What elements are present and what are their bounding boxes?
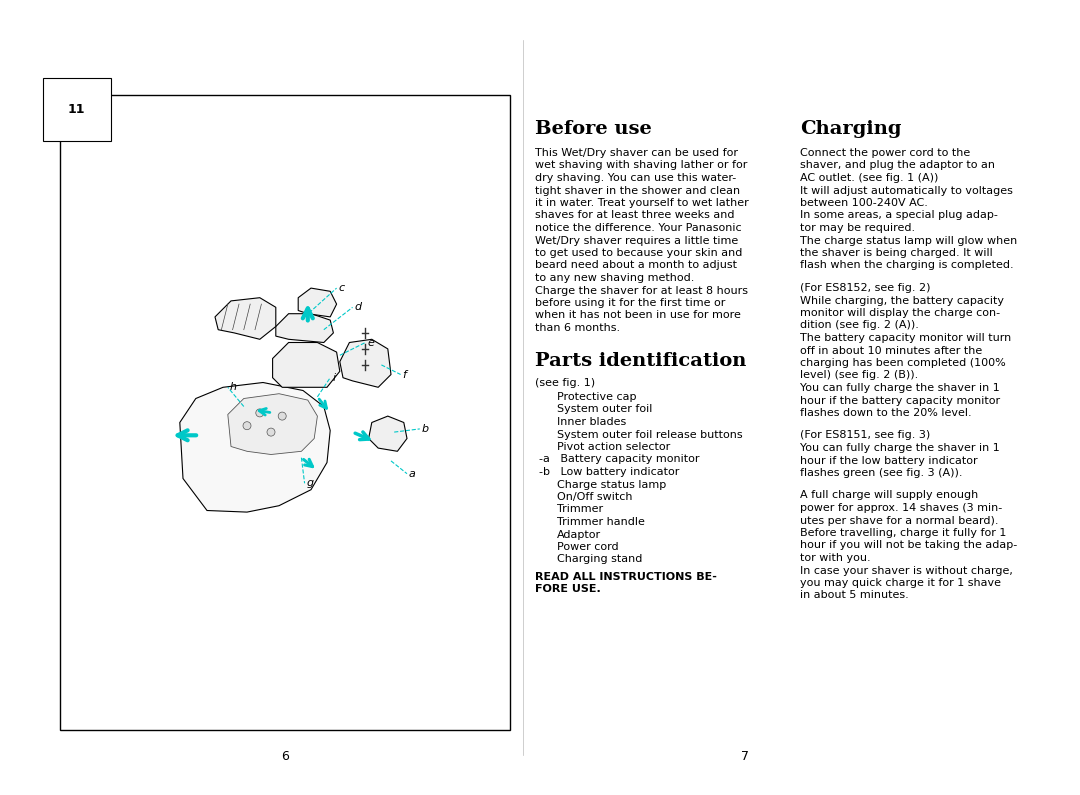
Text: AC outlet. (see fig. 1 (A)): AC outlet. (see fig. 1 (A)) (800, 173, 939, 183)
Text: While charging, the battery capacity: While charging, the battery capacity (800, 296, 1004, 305)
Text: 7: 7 (741, 750, 750, 763)
Polygon shape (228, 394, 318, 455)
Text: (For ES8152, see fig. 2): (For ES8152, see fig. 2) (800, 283, 931, 293)
Text: tight shaver in the shower and clean: tight shaver in the shower and clean (535, 185, 740, 196)
Text: to get used to because your skin and: to get used to because your skin and (535, 248, 742, 258)
Text: Charge the shaver for at least 8 hours: Charge the shaver for at least 8 hours (535, 285, 748, 296)
Text: This Wet/Dry shaver can be used for: This Wet/Dry shaver can be used for (535, 148, 738, 158)
Text: level) (see fig. 2 (B)).: level) (see fig. 2 (B)). (800, 370, 918, 381)
Text: flash when the charging is completed.: flash when the charging is completed. (800, 261, 1014, 270)
Text: h: h (230, 382, 237, 392)
Text: i: i (333, 373, 335, 382)
Polygon shape (298, 288, 337, 317)
Text: The battery capacity monitor will turn: The battery capacity monitor will turn (800, 333, 1011, 343)
Text: than 6 months.: than 6 months. (535, 323, 620, 333)
Text: Parts identification: Parts identification (535, 351, 746, 370)
Text: Trimmer: Trimmer (557, 505, 603, 514)
Polygon shape (215, 297, 275, 339)
Circle shape (243, 421, 251, 430)
Text: Trimmer handle: Trimmer handle (557, 517, 645, 527)
Polygon shape (368, 416, 407, 452)
Circle shape (256, 409, 264, 417)
Circle shape (279, 412, 286, 420)
Text: wet shaving with shaving lather or for: wet shaving with shaving lather or for (535, 161, 747, 170)
Text: System outer foil: System outer foil (557, 405, 652, 414)
Text: It will adjust automatically to voltages: It will adjust automatically to voltages (800, 185, 1013, 196)
Text: Inner blades: Inner blades (557, 417, 626, 427)
Text: notice the difference. Your Panasonic: notice the difference. Your Panasonic (535, 223, 742, 233)
Text: In case your shaver is without charge,: In case your shaver is without charge, (800, 565, 1013, 576)
Text: shaver, and plug the adaptor to an: shaver, and plug the adaptor to an (800, 161, 995, 170)
Text: Adaptor: Adaptor (557, 529, 602, 540)
Text: Pivot action selector: Pivot action selector (557, 442, 671, 452)
Text: off in about 10 minutes after the: off in about 10 minutes after the (800, 346, 982, 355)
Text: Power cord: Power cord (557, 542, 619, 552)
Text: dry shaving. You can use this water-: dry shaving. You can use this water- (535, 173, 737, 183)
Text: The charge status lamp will glow when: The charge status lamp will glow when (800, 235, 1017, 246)
Text: c: c (339, 283, 345, 293)
Text: You can fully charge the shaver in 1: You can fully charge the shaver in 1 (800, 383, 1000, 393)
Text: dition (see fig. 2 (A)).: dition (see fig. 2 (A)). (800, 320, 919, 331)
Text: g: g (307, 479, 313, 488)
Text: you may quick charge it for 1 shave: you may quick charge it for 1 shave (800, 578, 1001, 588)
Text: when it has not been in use for more: when it has not been in use for more (535, 311, 741, 320)
Text: monitor will display the charge con-: monitor will display the charge con- (800, 308, 1000, 318)
Text: utes per shave for a normal beard).: utes per shave for a normal beard). (800, 515, 999, 525)
Text: -a   Battery capacity monitor: -a Battery capacity monitor (539, 455, 700, 464)
Text: tor with you.: tor with you. (800, 553, 870, 563)
Text: tor may be required.: tor may be required. (800, 223, 915, 233)
Text: d: d (354, 302, 362, 312)
Text: power for approx. 14 shaves (3 min-: power for approx. 14 shaves (3 min- (800, 503, 1002, 513)
Text: b: b (422, 424, 429, 434)
Text: (For ES8151, see fig. 3): (For ES8151, see fig. 3) (800, 431, 930, 440)
Text: Charging: Charging (800, 120, 902, 138)
Text: e: e (367, 338, 375, 347)
Text: A full charge will supply enough: A full charge will supply enough (800, 491, 978, 501)
Text: (see fig. 1): (see fig. 1) (535, 378, 595, 387)
Text: hour if you will not be taking the adap-: hour if you will not be taking the adap- (800, 541, 1017, 550)
Text: flashes down to the 20% level.: flashes down to the 20% level. (800, 408, 972, 418)
Text: shaves for at least three weeks and: shaves for at least three weeks and (535, 211, 734, 220)
Text: flashes green (see fig. 3 (A)).: flashes green (see fig. 3 (A)). (800, 468, 962, 478)
Text: charging has been completed (100%: charging has been completed (100% (800, 358, 1005, 368)
Polygon shape (340, 339, 391, 387)
Text: 6: 6 (281, 750, 289, 763)
Text: before using it for the first time or: before using it for the first time or (535, 298, 726, 308)
Text: Before travelling, charge it fully for 1: Before travelling, charge it fully for 1 (800, 528, 1007, 538)
Text: In some areas, a special plug adap-: In some areas, a special plug adap- (800, 211, 998, 220)
Polygon shape (179, 382, 330, 512)
Text: On/Off switch: On/Off switch (557, 492, 633, 502)
Polygon shape (275, 314, 334, 343)
Text: between 100-240V AC.: between 100-240V AC. (800, 198, 928, 208)
Text: the shaver is being charged. It will: the shaver is being charged. It will (800, 248, 993, 258)
Text: Charge status lamp: Charge status lamp (557, 479, 666, 490)
Text: -b   Low battery indicator: -b Low battery indicator (539, 467, 679, 477)
Text: 11: 11 (68, 103, 85, 116)
Polygon shape (272, 343, 340, 387)
Text: hour if the low battery indicator: hour if the low battery indicator (800, 456, 977, 466)
Text: Wet/Dry shaver requires a little time: Wet/Dry shaver requires a little time (535, 235, 739, 246)
Text: beard need about a month to adjust: beard need about a month to adjust (535, 261, 737, 270)
Text: hour if the battery capacity monitor: hour if the battery capacity monitor (800, 395, 1000, 405)
Text: f: f (403, 370, 406, 379)
Text: You can fully charge the shaver in 1: You can fully charge the shaver in 1 (800, 443, 1000, 453)
Text: it in water. Treat yourself to wet lather: it in water. Treat yourself to wet lathe… (535, 198, 748, 208)
Text: to any new shaving method.: to any new shaving method. (535, 273, 694, 283)
Circle shape (267, 428, 275, 436)
Text: Connect the power cord to the: Connect the power cord to the (800, 148, 970, 158)
Text: Protective cap: Protective cap (557, 392, 636, 402)
Text: READ ALL INSTRUCTIONS BE-: READ ALL INSTRUCTIONS BE- (535, 572, 717, 582)
Text: in about 5 minutes.: in about 5 minutes. (800, 591, 908, 600)
Text: Before use: Before use (535, 120, 651, 138)
Text: Charging stand: Charging stand (557, 554, 643, 564)
Text: a: a (409, 469, 416, 479)
Text: FORE USE.: FORE USE. (535, 584, 600, 595)
Text: System outer foil release buttons: System outer foil release buttons (557, 429, 743, 440)
Bar (60, 95, 510, 730)
